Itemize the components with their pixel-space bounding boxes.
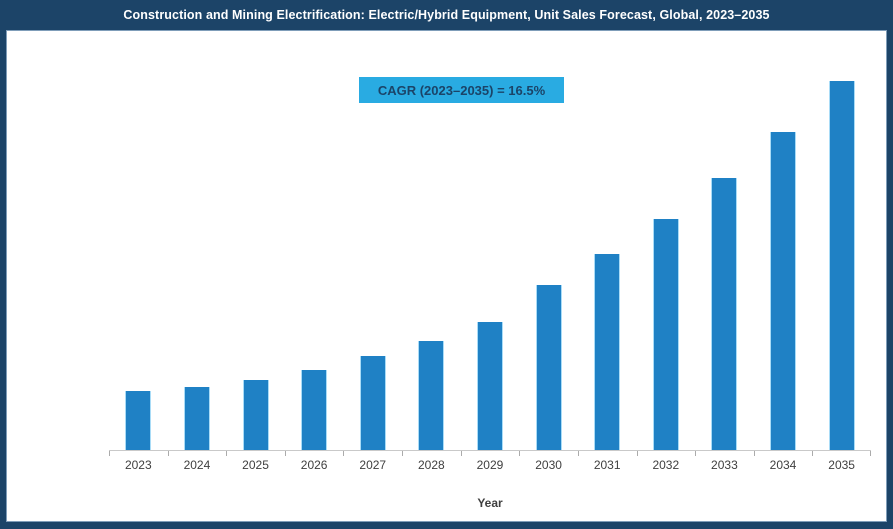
x-axis-title: Year	[477, 496, 503, 510]
bar-2029	[476, 322, 503, 451]
x-axis-tick	[226, 451, 228, 456]
bar-2033	[711, 178, 738, 451]
x-tick-label-2032: 2032	[652, 458, 680, 472]
bar-2031	[594, 254, 621, 451]
bar-2023	[125, 391, 152, 451]
bar-slot	[109, 79, 168, 451]
x-tick-label-2030: 2030	[535, 458, 562, 472]
bar-slot	[226, 79, 285, 451]
cagr-text: CAGR (2023–2035) = 16.5%	[377, 82, 546, 98]
bar-slot	[343, 79, 402, 451]
bar-slot	[578, 79, 637, 451]
x-tick-label-2034: 2034	[769, 458, 797, 472]
bar-2034	[770, 132, 796, 451]
x-tick-label-2035: 2035	[828, 458, 855, 472]
cagr-annotation: CAGR (2023–2035) = 16.5%	[359, 77, 564, 103]
x-tick-label-2031: 2031	[593, 458, 621, 472]
x-axis-tick	[402, 451, 404, 456]
bar-slot	[461, 79, 520, 451]
x-axis-tick	[870, 451, 871, 456]
x-axis-tick	[519, 451, 521, 456]
x-axis-line	[109, 450, 871, 451]
bar-2035	[828, 81, 855, 451]
x-tick-label-2024: 2024	[183, 458, 211, 472]
bar-2032	[652, 219, 679, 451]
bar-2026	[301, 370, 328, 451]
bar-2024	[183, 387, 210, 451]
bar-2025	[242, 380, 269, 451]
x-tick-label-2026: 2026	[300, 458, 328, 472]
x-axis-tick	[167, 451, 169, 456]
x-axis-labels: 2023 2024 2025 2026 2027 2028 2029 2030 2031 2032…	[109, 458, 871, 473]
x-tick-label-2029: 2029	[476, 458, 504, 472]
bar-slot	[636, 79, 695, 451]
bar-slot	[812, 79, 871, 451]
x-axis-tick	[812, 451, 814, 456]
x-axis-tick	[460, 451, 462, 456]
x-tick-label-2033: 2033	[711, 458, 738, 472]
bar-2028	[418, 341, 445, 451]
bar-slot	[754, 79, 813, 451]
title-bar: Construction and Mining Electrification:…	[0, 0, 893, 30]
x-axis-tick	[577, 451, 579, 456]
x-axis-tick	[109, 451, 110, 456]
x-axis-tick	[284, 451, 286, 456]
bar-2030	[535, 285, 562, 451]
plot-area	[109, 79, 871, 451]
bar-slot	[402, 79, 461, 451]
x-axis-tick	[695, 451, 697, 456]
x-axis-tick	[636, 451, 638, 456]
x-tick-label-2027: 2027	[359, 458, 387, 472]
chart-panel: CAGR (2023–2035) = 16.5% 2023 2024 2025 202…	[6, 30, 887, 522]
bar-slot	[168, 79, 227, 451]
bar-slot	[285, 79, 344, 451]
x-axis-ticks	[109, 451, 871, 456]
chart-title: Construction and Mining Electrification:…	[123, 8, 770, 22]
bar-slot	[519, 79, 578, 451]
x-tick-label-2025: 2025	[242, 458, 269, 472]
x-axis-tick	[343, 451, 345, 456]
x-tick-label-2023: 2023	[124, 458, 152, 472]
x-tick-label-2028: 2028	[418, 458, 445, 472]
x-axis-tick	[753, 451, 755, 456]
bar-slot	[695, 79, 754, 451]
bar-2027	[359, 356, 386, 451]
